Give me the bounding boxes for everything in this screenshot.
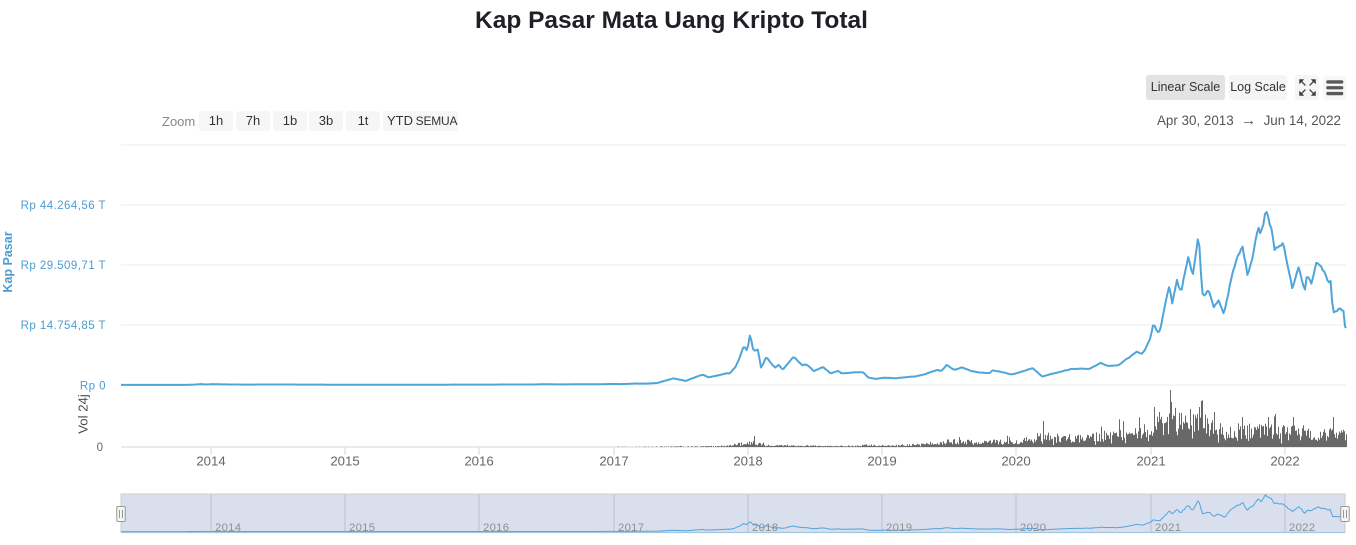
svg-text:2022: 2022 [1270,454,1299,469]
svg-text:2021: 2021 [1136,454,1165,469]
svg-text:2020: 2020 [1001,454,1030,469]
svg-text:2015: 2015 [349,522,375,534]
svg-text:2022: 2022 [1289,522,1315,534]
svg-text:Vol 24j: Vol 24j [76,394,91,434]
svg-text:Kap Pasar: Kap Pasar [1,231,15,292]
svg-text:Rp 0: Rp 0 [80,381,106,393]
svg-text:Rp 29.509,71 T: Rp 29.509,71 T [21,260,106,272]
svg-text:Rp 14.754,85 T: Rp 14.754,85 T [21,320,106,332]
svg-text:2016: 2016 [464,454,493,469]
svg-text:2017: 2017 [599,454,628,469]
svg-text:2021: 2021 [1155,522,1181,534]
svg-text:2017: 2017 [618,522,644,534]
svg-text:2016: 2016 [483,522,509,534]
svg-text:2014: 2014 [196,454,225,469]
svg-text:2018: 2018 [752,522,778,534]
svg-text:0: 0 [97,442,103,454]
svg-text:2018: 2018 [733,454,762,469]
svg-text:2014: 2014 [215,522,241,534]
svg-text:2015: 2015 [330,454,359,469]
svg-text:2020: 2020 [1020,522,1046,534]
svg-text:Rp 44.264,56 T: Rp 44.264,56 T [21,200,106,212]
svg-text:2019: 2019 [886,522,912,534]
svg-text:2019: 2019 [867,454,896,469]
